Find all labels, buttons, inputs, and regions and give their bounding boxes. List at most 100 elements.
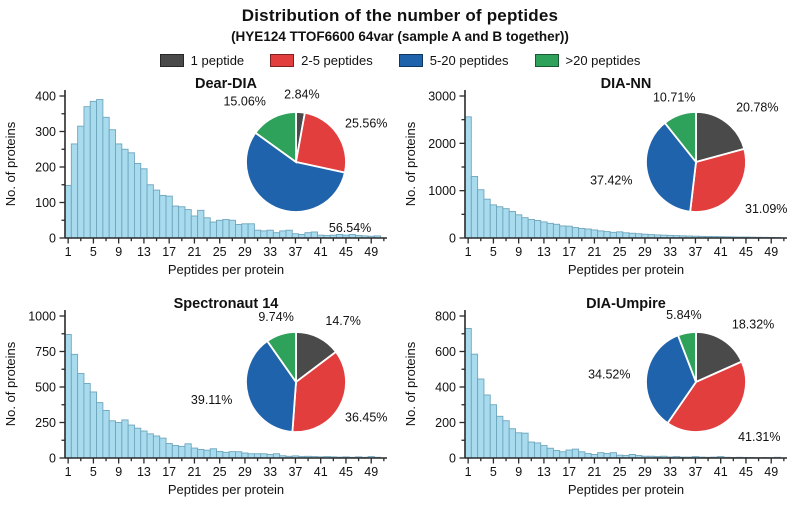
- bar: [546, 222, 554, 239]
- x-tick-label: 21: [587, 465, 601, 479]
- pie-slice: [266, 331, 297, 385]
- x-tick-label: 25: [613, 465, 627, 479]
- x-tick-label: 33: [663, 465, 677, 479]
- bar: [616, 231, 624, 239]
- bar: [159, 194, 167, 239]
- x-tick-label: 17: [162, 245, 176, 259]
- bar: [247, 223, 255, 239]
- bar: [127, 152, 135, 239]
- x-axis-label: Peptides per protein: [168, 482, 284, 497]
- bar: [533, 220, 542, 239]
- y-tick-label: 600: [435, 345, 456, 359]
- bar: [521, 432, 529, 459]
- y-axis-label: No. of proteins: [3, 121, 18, 206]
- bar: [285, 229, 293, 239]
- y-tick-label: 1000: [28, 310, 56, 324]
- x-tick-label: 17: [162, 465, 176, 479]
- bar: [222, 219, 230, 239]
- panel-title: Dear-DIA: [195, 76, 258, 92]
- chart-dear-dia: 0 100 200 300 400 1 5 9 13 17 21 25 29 33 37 41 45 49 Dear…: [3, 76, 387, 277]
- y-tick-label: 400: [35, 90, 56, 104]
- bar: [165, 195, 173, 239]
- bar: [515, 214, 523, 239]
- x-tick-label: 49: [764, 245, 778, 259]
- bar: [190, 447, 199, 459]
- bar: [96, 99, 104, 239]
- legend-item-label: 5-20 peptides: [429, 53, 509, 68]
- legend-item: >20 peptides: [534, 53, 641, 68]
- bar: [597, 230, 605, 239]
- bar: [64, 334, 72, 459]
- bar: [146, 433, 154, 459]
- legend-item: 2-5 peptides: [270, 53, 373, 68]
- pie-slice: [254, 111, 297, 164]
- bar: [552, 450, 561, 459]
- pie-slice: [245, 131, 346, 213]
- bar: [115, 422, 123, 459]
- pie-slice: [666, 360, 747, 433]
- bar: [565, 225, 573, 239]
- bar: [140, 430, 148, 459]
- chart-dia-nn: 0 1000 2000 3000 1 5 9 13 17 21 25 29 33 37 41 45 49 DIA-…: [403, 76, 787, 277]
- bar: [260, 230, 268, 239]
- bar: [540, 221, 548, 239]
- x-tick-label: 49: [764, 465, 778, 479]
- bar: [603, 231, 611, 239]
- pie-slice-label: 36.45%: [345, 411, 387, 425]
- pie-chart: 20.78% 31.09% 37.42% 10.71%: [590, 91, 787, 216]
- legend-swatch-icon: [270, 54, 295, 67]
- pie-slice-label: 10.71%: [653, 91, 695, 105]
- x-tick-label: 25: [613, 245, 627, 259]
- x-tick-label: 9: [515, 465, 522, 479]
- x-tick-label: 33: [263, 465, 277, 479]
- x-tick-label: 29: [638, 245, 652, 259]
- bar: [464, 327, 472, 459]
- panel-title: DIA-NN: [601, 76, 652, 92]
- bar: [253, 229, 262, 239]
- bar: [546, 447, 554, 459]
- ticks: [59, 315, 385, 464]
- bar: [146, 184, 154, 239]
- legend: 1 peptide 2-5 peptides 5-20 peptides >20 pe…: [0, 53, 800, 68]
- pie-slice: [245, 339, 297, 433]
- bar: [571, 227, 580, 239]
- x-tick-label: 5: [490, 465, 497, 479]
- bar: [470, 353, 479, 459]
- x-tick-label: 45: [339, 245, 353, 259]
- bar: [590, 229, 599, 239]
- pie-slice: [645, 334, 698, 425]
- y-axis-label: No. of proteins: [403, 121, 418, 206]
- x-tick-label: 41: [714, 245, 728, 259]
- x-tick-label: 17: [562, 245, 576, 259]
- legend-swatch-icon: [534, 54, 559, 67]
- legend-item-label: >20 peptides: [565, 53, 641, 68]
- bar: [559, 451, 567, 459]
- bar: [470, 176, 479, 239]
- bar: [70, 353, 79, 459]
- pie-slice-label: 25.56%: [345, 116, 387, 130]
- ticks: [59, 95, 385, 244]
- y-tick-label: 300: [35, 125, 56, 139]
- bar: [121, 148, 129, 239]
- legend-item-label: 1 peptide: [190, 53, 245, 68]
- bar: [203, 217, 211, 239]
- x-tick-label: 13: [537, 245, 551, 259]
- y-tick-label: 0: [449, 452, 456, 466]
- x-tick-label: 37: [688, 465, 702, 479]
- bar: [190, 215, 199, 239]
- x-tick-label: 9: [115, 245, 122, 259]
- bar: [235, 451, 243, 459]
- bar: [77, 125, 85, 239]
- bar: [171, 205, 180, 239]
- pie-slice-label: 41.31%: [738, 430, 780, 444]
- y-tick-label: 1000: [428, 184, 456, 198]
- bar: [502, 208, 510, 239]
- pie-slice-label: 15.06%: [223, 94, 265, 108]
- x-tick-label: 33: [663, 245, 677, 259]
- pie-slice-label: 5.84%: [666, 308, 701, 322]
- panels-grid: 0 100 200 300 400 1 5 9 13 17 21 25 29 33 37 41 45 49 Dear…: [0, 72, 800, 510]
- bar: [83, 382, 91, 459]
- bar: [527, 219, 535, 239]
- y-tick-label: 200: [435, 416, 456, 430]
- bar: [228, 219, 236, 239]
